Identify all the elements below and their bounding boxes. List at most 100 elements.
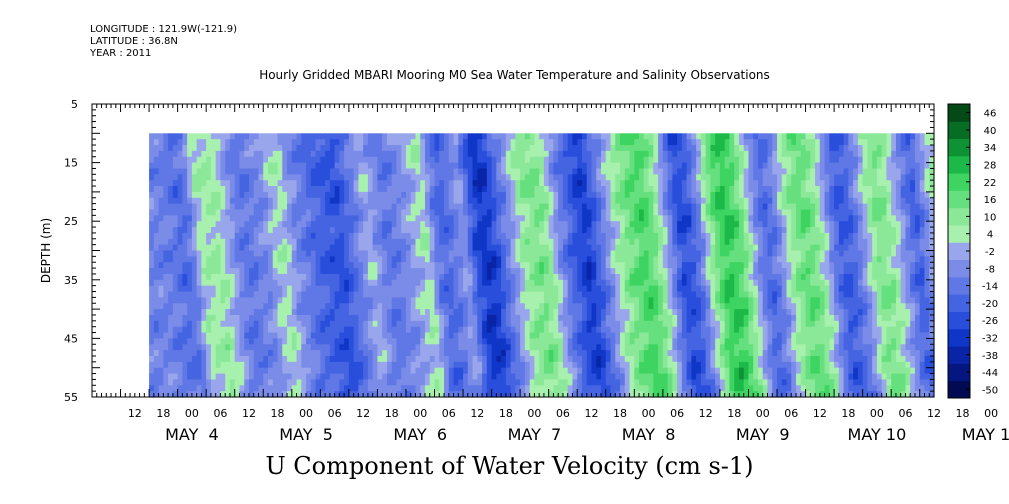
heatmap-cell — [520, 191, 526, 199]
heatmap-cell — [448, 191, 455, 199]
heatmap-cell — [301, 262, 307, 269]
heatmap-cell — [258, 332, 264, 339]
heatmap-cell — [196, 180, 203, 187]
heatmap-cell — [367, 285, 374, 293]
heatmap-cell — [382, 162, 388, 170]
heatmap-cell — [639, 355, 645, 363]
heatmap-cell — [215, 162, 222, 170]
heatmap-cell — [282, 174, 288, 181]
heatmap-cell — [653, 361, 659, 369]
heatmap-cell — [662, 350, 669, 357]
heatmap-cell — [158, 262, 164, 269]
heatmap-cell — [248, 162, 255, 170]
heatmap-cell — [363, 180, 369, 187]
heatmap-cell — [434, 285, 440, 293]
heatmap-cell — [225, 150, 231, 158]
heatmap-cell — [558, 215, 564, 222]
heatmap-cell — [377, 232, 383, 240]
heatmap-cell — [496, 303, 502, 310]
heatmap-cell — [229, 391, 236, 398]
heatmap-cell — [424, 361, 431, 369]
heatmap-cell — [310, 320, 317, 328]
heatmap-cell — [377, 361, 383, 369]
heatmap-cell — [287, 291, 293, 298]
heatmap-cell — [524, 244, 531, 252]
heatmap-cell — [329, 268, 336, 275]
heatmap-cell — [553, 133, 559, 140]
heatmap-cell — [248, 168, 255, 175]
heatmap-cell — [429, 350, 436, 357]
heatmap-cell — [415, 344, 421, 351]
heatmap-cell — [225, 238, 231, 246]
heatmap-cell — [420, 256, 426, 263]
heatmap-cell — [439, 180, 445, 187]
heatmap-cell — [410, 338, 417, 345]
heatmap-cell — [505, 355, 512, 363]
heatmap-cell — [448, 133, 455, 140]
heatmap-cell — [253, 221, 260, 228]
heatmap-cell — [372, 262, 379, 269]
heatmap-cell — [615, 373, 621, 381]
heatmap-cell — [548, 250, 555, 257]
heatmap-cell — [182, 227, 188, 234]
heatmap-cell — [420, 191, 426, 199]
heatmap-cell — [244, 162, 250, 170]
heatmap-cell — [201, 309, 207, 316]
heatmap-cell — [168, 332, 174, 339]
heatmap-cell — [225, 203, 231, 211]
heatmap-cell — [444, 326, 450, 334]
heatmap-cell — [643, 191, 650, 199]
heatmap-cell — [244, 180, 250, 187]
heatmap-cell — [367, 168, 374, 175]
heatmap-cell — [463, 303, 469, 310]
heatmap-cell — [258, 285, 264, 293]
heatmap-cell — [348, 326, 355, 334]
heatmap-cell — [424, 367, 431, 375]
heatmap-cell — [539, 320, 545, 328]
heatmap-cell — [515, 355, 521, 363]
heatmap-cell — [458, 279, 464, 287]
heatmap-cell — [329, 133, 336, 140]
heatmap-cell — [558, 367, 564, 375]
heatmap-cell — [415, 361, 421, 369]
heatmap-cell — [491, 268, 497, 275]
heatmap-cell — [244, 203, 250, 211]
heatmap-cell — [486, 355, 493, 363]
heatmap-cell — [182, 355, 188, 363]
heatmap-cell — [191, 350, 198, 357]
heatmap-cell — [149, 191, 155, 199]
heatmap-cell — [520, 373, 526, 381]
heatmap-cell — [196, 273, 203, 281]
heatmap-cell — [634, 139, 640, 146]
heatmap-cell — [429, 139, 436, 146]
heatmap-cell — [543, 180, 550, 187]
heatmap-cell — [482, 244, 488, 252]
heatmap-cell — [429, 250, 436, 257]
heatmap-cell — [386, 320, 393, 328]
heatmap-cell — [315, 221, 321, 228]
heatmap-cell — [444, 373, 450, 381]
heatmap-cell — [153, 391, 160, 398]
heatmap-cell — [444, 232, 450, 240]
heatmap-cell — [453, 332, 459, 339]
heatmap-cell — [272, 197, 279, 205]
heatmap-cell — [643, 367, 650, 375]
heatmap-cell — [624, 279, 631, 287]
heatmap-cell — [539, 285, 545, 293]
heatmap-cell — [334, 191, 340, 199]
heatmap-cell — [543, 373, 550, 381]
heatmap-cell — [458, 332, 464, 339]
heatmap-cell — [291, 291, 298, 298]
heatmap-cell — [163, 268, 169, 275]
heatmap-cell — [263, 215, 269, 222]
heatmap-cell — [605, 379, 612, 386]
heatmap-cell — [629, 221, 635, 228]
heatmap-cell — [348, 303, 355, 310]
heatmap-cell — [672, 303, 678, 310]
heatmap-cell — [543, 145, 550, 152]
heatmap-cell — [472, 244, 478, 252]
heatmap-cell — [182, 174, 188, 181]
heatmap-cell — [553, 279, 559, 287]
heatmap-cell — [572, 297, 578, 304]
heatmap-cell — [391, 367, 398, 375]
